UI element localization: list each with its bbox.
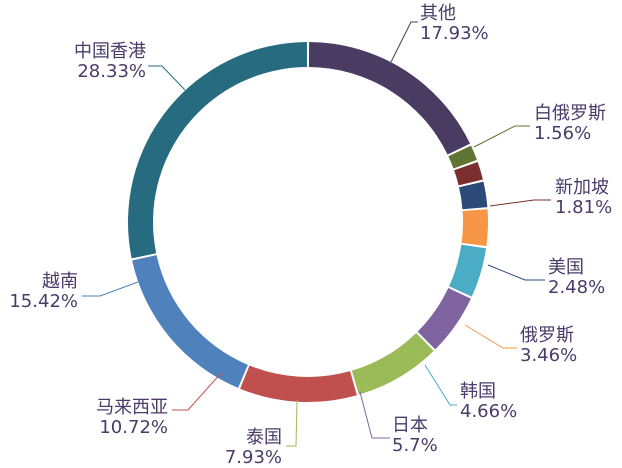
slice-label-2: 新加坡 1.81% [555,178,612,218]
slice-percent: 17.93% [420,23,489,44]
slice-percent: 7.93% [224,447,282,468]
slice-name: 中国香港 [74,41,146,62]
slice-10 [128,42,308,259]
slice-3 [459,181,488,210]
slice-percent: 3.46% [520,345,578,366]
slice-name: 泰国 [246,427,282,448]
slice-label-7: 泰国 7.93% [225,428,282,468]
slice-label-5: 韩国 4.66% [460,382,517,422]
slice-percent: 28.33% [77,61,146,82]
leader-line-9 [82,281,139,297]
slice-name: 日本 [392,415,428,436]
slice-label-9: 越南 15.42% [9,272,78,312]
slice-6 [417,287,471,350]
leader-line-1 [473,125,530,148]
slice-label-10: 中国香港 28.33% [74,42,146,82]
slice-7 [351,332,434,395]
slice-percent: 15.42% [9,291,78,312]
slice-label-4: 俄罗斯 3.46% [520,326,577,366]
slice-name: 白俄罗斯 [534,103,606,124]
slice-percent: 1.56% [534,123,592,144]
chart-leader-lines [82,21,551,447]
slice-name: 美国 [548,257,584,278]
slice-name: 越南 [42,271,78,292]
slice-percent: 1.81% [555,197,613,218]
leader-line-8 [172,371,223,411]
slice-1 [448,145,477,169]
slice-label-6: 日本 5.7% [392,416,438,456]
leader-line-0 [390,21,418,63]
leader-line-10 [148,65,186,91]
slice-label-1: 白俄罗斯 1.56% [534,104,606,144]
slice-label-0: 其他 17.93% [420,4,489,44]
slice-9 [132,255,248,388]
slice-percent: 2.48% [548,277,606,298]
leader-line-2 [489,199,551,207]
slice-name: 新加坡 [555,177,609,198]
slice-percent: 5.7% [392,435,438,456]
leader-line-6 [359,391,390,439]
slice-4 [461,209,489,247]
chart-slices [128,42,489,402]
leader-line-5 [424,364,457,406]
slice-percent: 10.72% [99,417,168,438]
slice-name: 其他 [420,3,456,24]
slice-2 [454,161,483,186]
slice-8 [240,365,357,402]
slice-percent: 4.66% [460,401,518,422]
leader-line-4 [464,324,517,349]
slice-5 [449,244,487,297]
slice-label-8: 马来西亚 10.72% [96,398,168,438]
slice-name: 俄罗斯 [520,325,574,346]
slice-name: 韩国 [460,381,496,402]
slice-label-3: 美国 2.48% [548,258,605,298]
leader-line-3 [487,264,545,281]
leader-line-7 [286,399,298,447]
slice-0 [308,42,471,155]
slice-name: 马来西亚 [96,397,168,418]
